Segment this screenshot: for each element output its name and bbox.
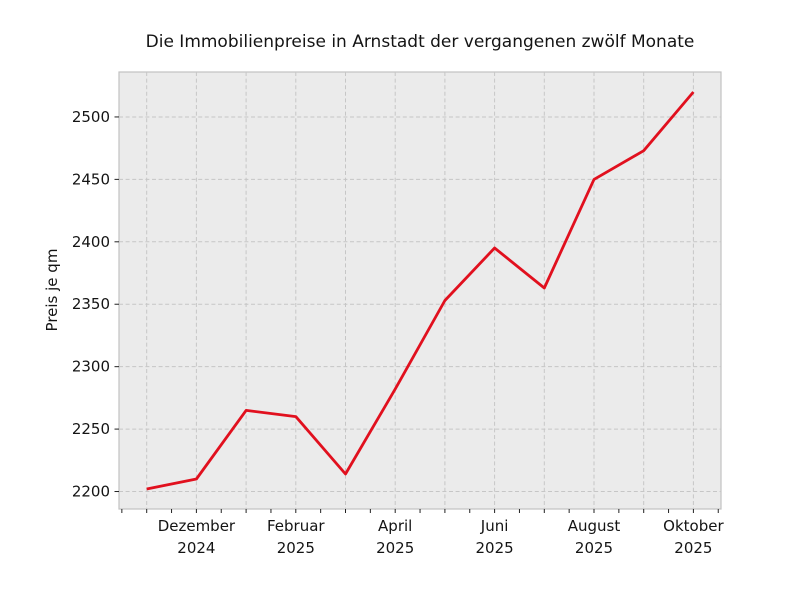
x-tick-label-month: Februar <box>267 517 325 535</box>
y-tick-label: 2250 <box>72 420 110 438</box>
x-tick-label-year: 2025 <box>674 539 712 557</box>
x-tick-label-year: 2025 <box>376 539 414 557</box>
chart-title: Die Immobilienpreise in Arnstadt der ver… <box>146 32 695 52</box>
x-tick-labels: Dezember 2024 Februar 2025 April 2025 Juni 2025… <box>158 517 725 557</box>
y-tick-label: 2350 <box>72 295 110 313</box>
x-tick-label-year: 2024 <box>177 539 215 557</box>
x-tick-label: Oktober 2025 <box>663 517 724 557</box>
x-tick-label-month: Dezember <box>158 517 236 535</box>
x-tick-label: August 2025 <box>568 517 621 557</box>
x-tick-label-month: Oktober <box>663 517 724 535</box>
y-tick-label: 2500 <box>72 108 110 126</box>
gridlines <box>119 72 721 509</box>
x-tick-label: Juni 2025 <box>476 517 514 557</box>
x-tick-label-month: April <box>378 517 412 535</box>
price-series-line <box>146 91 695 491</box>
y-axis-label: Preis je qm <box>43 249 61 332</box>
y-tick-labels: 2200 2250 2300 2350 2400 2450 2500 <box>72 108 110 501</box>
y-tick-label: 2200 <box>72 483 110 501</box>
y-tick-label: 2300 <box>72 358 110 376</box>
y-tick-label: 2450 <box>72 170 110 188</box>
x-tick-label-month: August <box>568 517 621 535</box>
x-tick-label-month: Juni <box>480 517 509 535</box>
x-tick-label: April 2025 <box>376 517 414 557</box>
axis-ticks <box>114 116 719 513</box>
x-tick-label-year: 2025 <box>476 539 514 557</box>
x-tick-label-year: 2025 <box>575 539 613 557</box>
y-tick-label: 2400 <box>72 233 110 251</box>
x-tick-label-year: 2025 <box>277 539 315 557</box>
plot-area <box>118 71 722 510</box>
x-tick-label: Dezember 2024 <box>158 517 236 557</box>
x-tick-label: Februar 2025 <box>267 517 325 557</box>
